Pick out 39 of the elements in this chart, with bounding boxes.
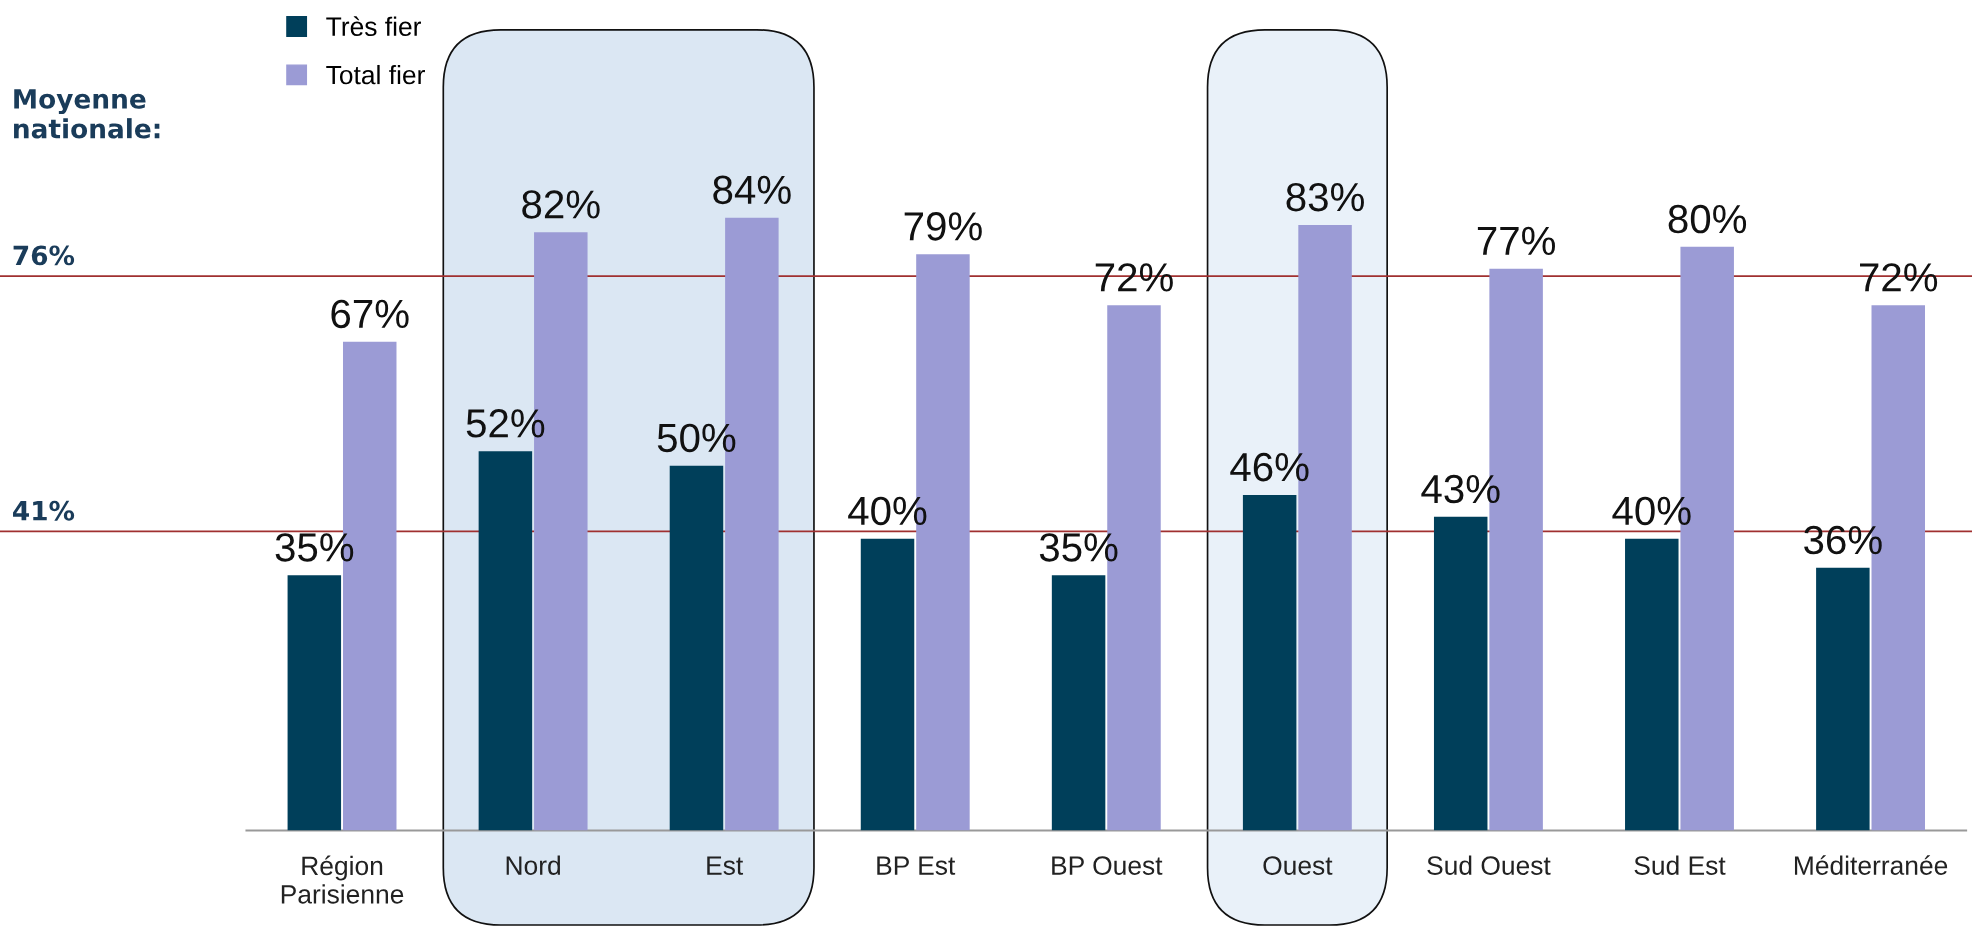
x-tick-label: Nord: [506, 855, 560, 875]
data-label: 46%: [1230, 452, 1309, 482]
bar: [1242, 494, 1297, 831]
bar: [1625, 538, 1679, 831]
bar: [478, 451, 533, 831]
text: Moyenne nationale:: [14, 89, 160, 139]
ref-line-label: 76%: [13, 245, 75, 266]
ref-line-label: 41%: [13, 500, 75, 521]
data-label: 40%: [1612, 496, 1691, 526]
data-label: 50%: [657, 423, 736, 453]
data-label: 79%: [904, 212, 982, 241]
x-tick-label: Sud Ouest: [1427, 855, 1551, 875]
data-label: 36%: [1804, 525, 1882, 555]
x-tick-label: BP Ouest: [1052, 856, 1163, 875]
bar: [1433, 516, 1488, 831]
bar: [669, 465, 724, 831]
bar: [860, 538, 915, 831]
data-label: 52%: [466, 409, 545, 438]
x-tick-label: Est: [707, 856, 744, 875]
bar: [1051, 575, 1106, 831]
data-label: 82%: [522, 190, 600, 219]
data-label: 43%: [1421, 474, 1500, 504]
legend-label: Très fier: [326, 16, 422, 36]
x-tick-label: Sud Est: [1634, 855, 1726, 875]
x-tick-label: BP Est: [877, 856, 956, 875]
legend-label: Total fier: [326, 64, 425, 85]
bar: [287, 575, 342, 831]
data-label: 40%: [848, 496, 927, 526]
data-label: 83%: [1286, 182, 1364, 212]
x-tick-label: Ouest: [1263, 856, 1333, 875]
data-label: 67%: [331, 299, 409, 329]
data-label: 35%: [1039, 533, 1118, 562]
data-label: 80%: [1668, 204, 1747, 234]
x-tick-label: Méditerranée: [1794, 855, 1948, 875]
x-tick-label: Région Parisienne: [281, 855, 404, 904]
data-label: 35%: [275, 533, 354, 562]
data-label: 77%: [1477, 226, 1555, 256]
data-label: 84%: [713, 175, 791, 205]
bar: [1816, 567, 1870, 831]
